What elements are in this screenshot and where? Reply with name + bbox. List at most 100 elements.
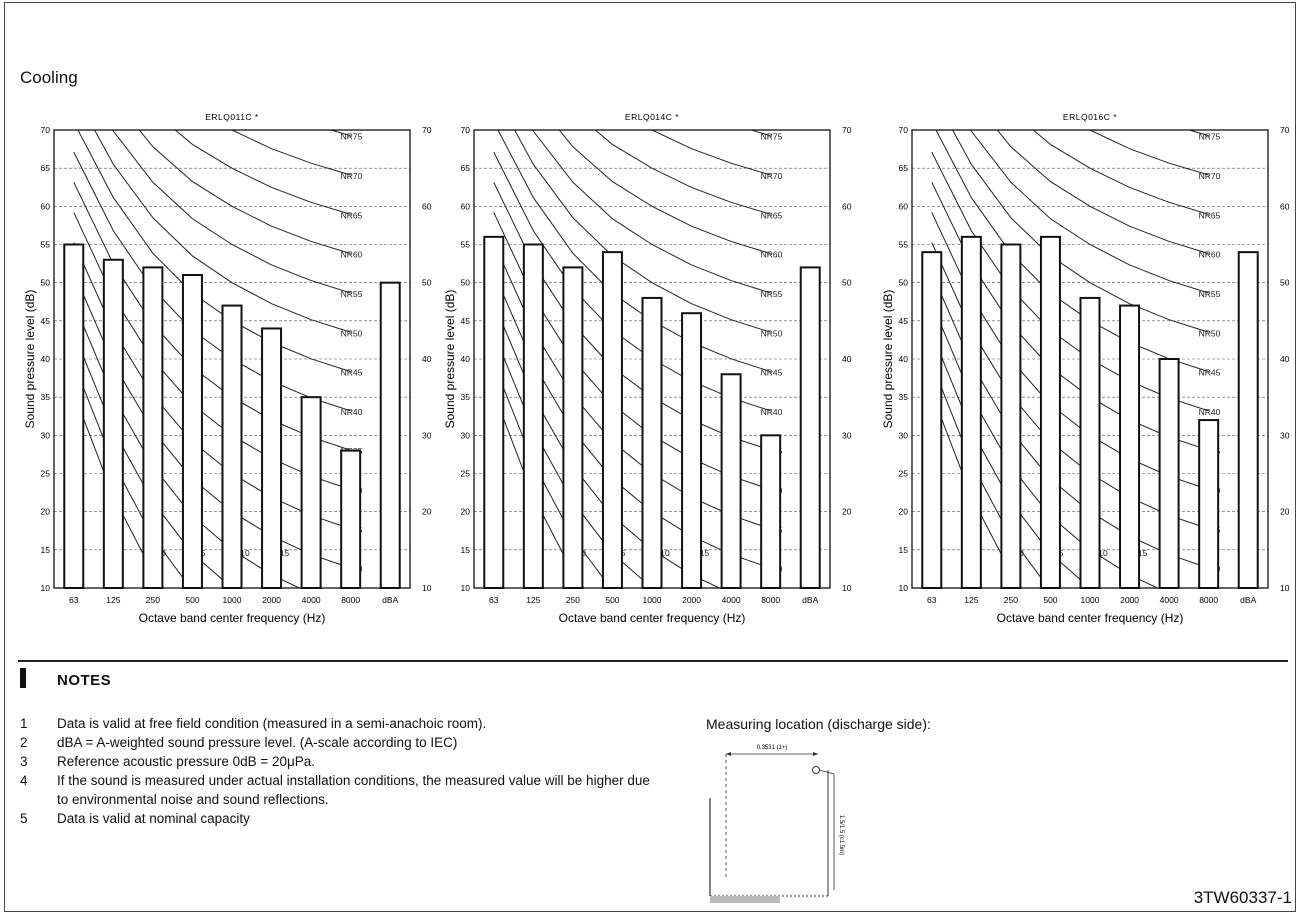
y-tick-label: 60 — [899, 201, 909, 211]
nr-curve-label: NR50 — [761, 328, 783, 338]
nr-chart-2: NR0NR5NR10NR15NR20NR25NR30NR35NR40NR45NR… — [440, 105, 860, 635]
x-tick-label: 63 — [927, 595, 937, 605]
y-tick-label: 65 — [41, 163, 51, 173]
y-tick-label: 40 — [41, 354, 51, 364]
measuring-location-diagram: 0.3531 (1+) 1.5/1.5 (c1.5m) — [706, 740, 846, 905]
bar — [1079, 296, 1101, 590]
note-item: 4 If the sound is measured under actual … — [20, 771, 660, 809]
x-tick-label: dBA — [382, 595, 398, 605]
x-tick-label: 125 — [106, 595, 120, 605]
nr-curve-label: NR70 — [341, 171, 363, 181]
nr-curve-label: NR45 — [761, 368, 783, 378]
dimension-arrow-left — [726, 752, 731, 756]
right-tick-label: 50 — [1280, 278, 1290, 288]
bar — [221, 304, 243, 589]
note-number: 4 — [20, 773, 28, 788]
nr-curve — [94, 130, 351, 333]
x-tick-label: 8000 — [341, 595, 360, 605]
y-tick-label: 35 — [899, 392, 909, 402]
bar — [1158, 358, 1180, 589]
nr-curve-label: NR40 — [1199, 407, 1221, 417]
nr-curve — [952, 130, 1209, 333]
document-reference: 3TW60337-1 — [1193, 888, 1292, 907]
nr-curve-label: NR70 — [1199, 171, 1221, 181]
bar — [340, 449, 362, 589]
nr-curve-label: NR60 — [761, 250, 783, 260]
nr-curve-label: NR45 — [1199, 368, 1221, 378]
right-tick-label: 10 — [1280, 583, 1290, 593]
bar — [1039, 235, 1061, 589]
bar — [720, 373, 742, 589]
chart-svg: NR0NR5NR10NR15NR20NR25NR30NR35NR40NR45NR… — [881, 112, 1290, 625]
nr-curve — [996, 130, 1209, 255]
chart-svg: NR0NR5NR10NR15NR20NR25NR30NR35NR40NR45NR… — [443, 112, 852, 625]
right-tick-label: 70 — [842, 125, 852, 135]
ground-hatch — [710, 896, 780, 903]
bar — [601, 251, 623, 589]
x-tick-label: 1000 — [223, 595, 242, 605]
y-tick-label: 50 — [899, 278, 909, 288]
nr-chart-3: NR0NR5NR10NR15NR20NR25NR30NR35NR40NR45NR… — [878, 105, 1298, 635]
x-tick-label: 125 — [964, 595, 978, 605]
right-tick-label: 10 — [842, 583, 852, 593]
right-tick-label: 10 — [422, 583, 432, 593]
bar — [379, 281, 401, 590]
y-tick-label: 55 — [899, 240, 909, 250]
right-tick-label: 20 — [1280, 507, 1290, 517]
y-tick-label: 45 — [899, 316, 909, 326]
x-tick-label: dBA — [802, 595, 818, 605]
bar — [1119, 304, 1141, 589]
nr-curve — [1032, 130, 1209, 215]
note-text: If the sound is measured under actual in… — [57, 773, 650, 807]
bar — [63, 243, 85, 589]
x-tick-label: 4000 — [1160, 595, 1179, 605]
right-tick-label: 70 — [1280, 125, 1290, 135]
nr-curve — [970, 130, 1209, 294]
nr-curve — [558, 130, 771, 255]
y-tick-label: 55 — [461, 240, 471, 250]
bar — [641, 296, 663, 590]
nr-curve — [514, 130, 771, 333]
y-tick-label: 30 — [461, 430, 471, 440]
right-tick-label: 60 — [842, 201, 852, 211]
x-axis-label: Octave band center frequency (Hz) — [559, 611, 746, 625]
y-tick-label: 25 — [461, 469, 471, 479]
y-tick-label: 35 — [41, 392, 51, 402]
plot-frame — [911, 129, 1269, 589]
bar — [300, 396, 322, 589]
y-tick-label: 35 — [461, 392, 471, 402]
nr-curve-label: NR65 — [341, 210, 363, 220]
x-axis-label: Octave band center frequency (Hz) — [139, 611, 326, 625]
chart-title: ERLQ016C * — [1063, 112, 1117, 122]
nr-curve-label: NR60 — [341, 250, 363, 260]
bar — [681, 312, 703, 589]
y-tick-label: 10 — [899, 583, 909, 593]
bar — [760, 434, 782, 590]
nr-curve-label: NR75 — [761, 132, 783, 142]
y-tick-label: 70 — [461, 125, 471, 135]
dimension-side-label: 1.5/1.5 (c1.5m) — [838, 815, 844, 855]
nr-curve — [138, 130, 351, 255]
nr-curve-label: NR45 — [341, 368, 363, 378]
chart-title: ERLQ014C * — [625, 112, 679, 122]
nr-curve — [650, 130, 771, 176]
microphone-icon — [812, 766, 820, 774]
right-tick-label: 70 — [422, 125, 432, 135]
x-tick-label: 2000 — [1120, 595, 1139, 605]
section-divider — [18, 660, 1288, 662]
nr-curve — [77, 130, 351, 373]
right-tick-label: 30 — [1280, 430, 1290, 440]
y-tick-label: 60 — [461, 201, 471, 211]
nr-curve — [73, 151, 351, 412]
nr-curve — [112, 130, 351, 294]
x-tick-label: 8000 — [761, 595, 780, 605]
nr-curve-label: NR55 — [341, 289, 363, 299]
x-tick-label: 2000 — [682, 595, 701, 605]
y-tick-label: 20 — [461, 507, 471, 517]
right-tick-label: 60 — [422, 201, 432, 211]
x-tick-label: 63 — [489, 595, 499, 605]
right-tick-label: 50 — [422, 278, 432, 288]
note-number: 2 — [20, 735, 28, 750]
x-tick-label: 8000 — [1199, 595, 1218, 605]
x-tick-label: 63 — [69, 595, 79, 605]
